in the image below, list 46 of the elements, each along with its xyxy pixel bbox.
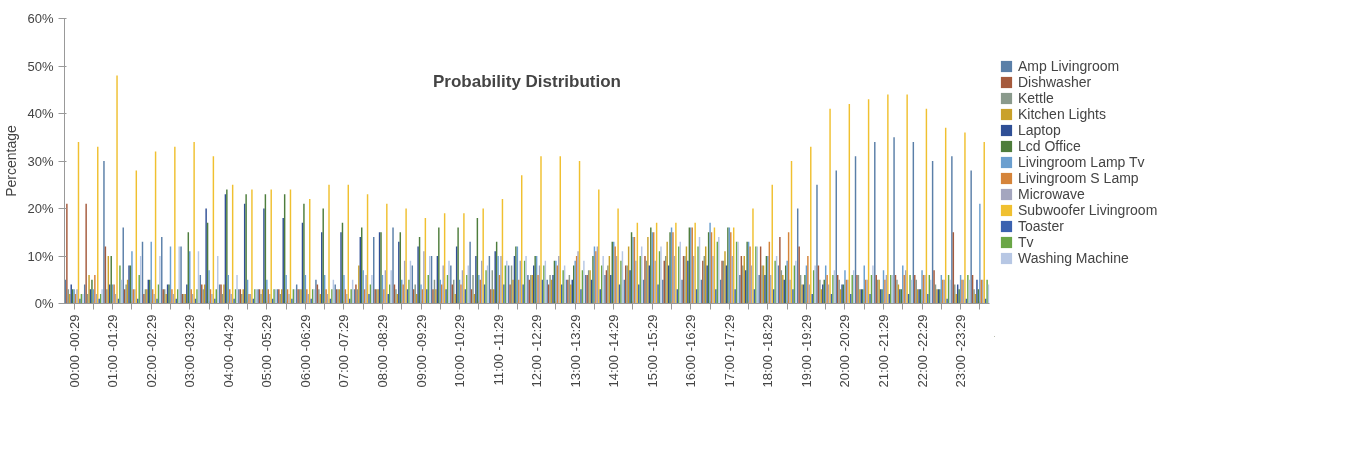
x-tick-label: 21:00 -21:29 bbox=[876, 314, 892, 388]
x-tick-label: 08:00 -08:29 bbox=[374, 314, 390, 388]
legend-label: Toaster bbox=[1018, 218, 1064, 234]
x-tick-label: 00:00 -00:29 bbox=[66, 314, 82, 388]
text: Probability Distribution bbox=[433, 71, 621, 91]
x-tick-label: 19:00 -19:29 bbox=[798, 314, 814, 388]
x-tick-label: 07:00 -07:29 bbox=[336, 314, 352, 388]
y-tick-label: 40% bbox=[27, 106, 54, 121]
x-tick-label: 14:00 -14:29 bbox=[606, 314, 622, 388]
x-tick-label: 09:00 -09:29 bbox=[413, 314, 429, 388]
legend-label: Laptop bbox=[1018, 122, 1061, 138]
x-tick-label: 04:00 -04:29 bbox=[220, 314, 236, 388]
x-tick-label: 01:00 -01:29 bbox=[105, 314, 121, 388]
legend-label: Livingroom S Lamp bbox=[1018, 170, 1139, 186]
x-tick-label: 17:00 -17:29 bbox=[721, 314, 737, 388]
legend-label: Tv bbox=[1018, 234, 1035, 250]
x-tick-label: 11:00 -11:29 bbox=[490, 314, 506, 386]
x-tick-label: 23:00 -23:29 bbox=[953, 314, 969, 388]
y-tick-label: 50% bbox=[27, 58, 54, 74]
legend-label: Kettle bbox=[1018, 90, 1054, 106]
legend-label: Lcd Office bbox=[1018, 138, 1081, 154]
x-tick-label: 16:00 -16:29 bbox=[683, 314, 699, 388]
legend-label: Kitchen Lights bbox=[1018, 106, 1106, 122]
x-tick-label: 05:00 -05:29 bbox=[259, 314, 275, 388]
legend-label: Livingroom Lamp Tv bbox=[1018, 154, 1145, 170]
y-axis-title: Percentage bbox=[3, 124, 20, 197]
legend-label: Microwave bbox=[1018, 186, 1085, 202]
y-tick-label: 10% bbox=[27, 248, 54, 264]
x-tick-label: 03:00 -03:29 bbox=[182, 314, 198, 388]
x-tick-label: 22:00 -22:29 bbox=[914, 314, 930, 388]
legend-label: Washing Machine bbox=[1018, 250, 1129, 266]
x-tick-label: 20:00 -20:29 bbox=[837, 314, 853, 388]
legend-label: Subwoofer Livingroom bbox=[1018, 202, 1158, 218]
y-tick-label: 60% bbox=[27, 11, 54, 26]
x-tick-label: 02:00 -02:29 bbox=[143, 314, 159, 388]
x-tick-label: 15:00 -15:29 bbox=[644, 314, 660, 388]
x-tick-label: 12:00 -12:29 bbox=[529, 314, 545, 388]
legend-label: Amp Livingroom bbox=[1018, 58, 1120, 74]
y-tick-label: 20% bbox=[27, 201, 54, 216]
y-tick-label: 0% bbox=[34, 296, 54, 311]
x-tick-label: 18:00 -18:29 bbox=[760, 314, 776, 388]
x-tick-label: 10:00 -10:29 bbox=[452, 314, 468, 388]
x-tick-label: 06:00 -06:29 bbox=[297, 314, 313, 388]
y-tick-label: 30% bbox=[27, 153, 54, 169]
legend-label: Dishwasher bbox=[1018, 74, 1092, 90]
x-tick-label: 13:00 -13:29 bbox=[567, 314, 583, 388]
